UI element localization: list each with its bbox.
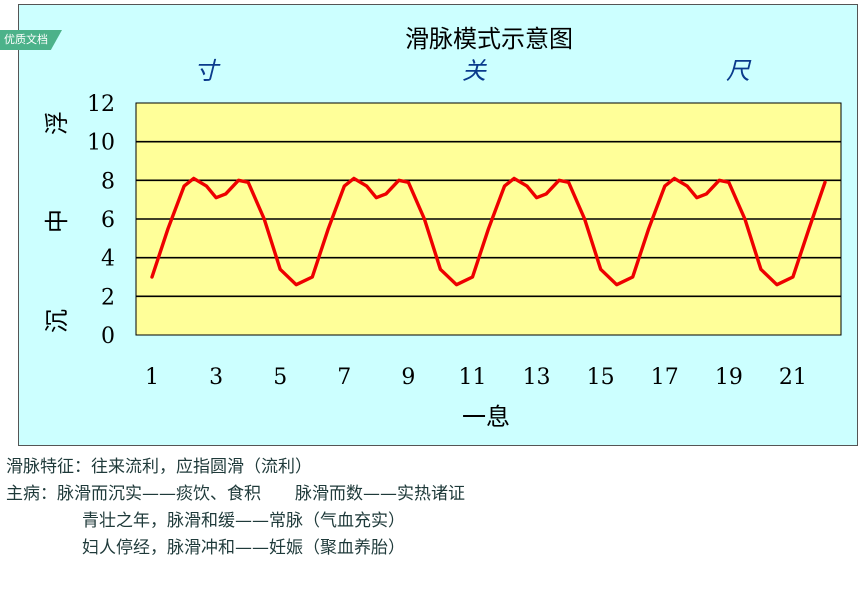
grid-lines [136,140,841,298]
main-disease-line-2: 青壮之年，脉滑和缓——常脉（气血充实） [6,508,846,535]
main-disease-label: 主病： [6,484,57,504]
watermark-tag: 优质文档 [0,30,62,50]
side-label-2: 中 [43,209,71,233]
series-line-1 [150,176,827,287]
feature-label: 滑脉特征： [6,457,91,477]
main-disease-item-4: 妇人停经，脉滑冲和——妊娠（聚血养胎） [82,538,405,558]
main-disease-line-3: 妇人停经，脉滑冲和——妊娠（聚血养胎） [6,535,846,562]
main-disease-line-1: 主病：脉滑而沉实——痰饮、食积 脉滑而数——实热诸证 [6,481,846,508]
y-tick-6: 6 [101,208,115,233]
chart-frame: 滑脉模式示意图 寸关尺 0 2 4 6 8 10 12 浮中沉 1 3 5 7 9 11 13 15 17 1… [18,4,858,446]
main-disease-item-3: 青壮之年，脉滑和缓——常脉（气血充实） [82,511,405,531]
x-tick-13: 13 [523,365,551,390]
y-tick-2: 2 [101,285,115,310]
top-labels: 寸关尺 [194,57,752,85]
notes-panel: 滑脉特征：往来流利，应指圆滑（流利） 主病：脉滑而沉实——痰饮、食积 脉滑而数——… [6,454,846,562]
chart-title: 滑脉模式示意图 [405,25,573,53]
x-tick-1: 1 [145,365,159,390]
y-tick-0: 0 [101,324,115,349]
x-tick-21: 21 [779,365,807,390]
x-tick-11: 11 [458,365,486,390]
main-disease-item-2: 脉滑而数——实热诸证 [295,484,465,504]
main-disease-item-1: 脉滑而沉实——痰饮、食积 [57,484,261,504]
x-axis-label: 一息 [462,403,510,431]
x-tick-5: 5 [273,365,287,390]
x-tick-labels: 1 3 5 7 9 11 13 15 17 19 21 [145,365,807,390]
top-label-3: 尺 [726,57,752,85]
top-label-2: 关 [462,57,487,85]
y-tick-4: 4 [101,247,115,272]
y-tick-8: 8 [101,169,115,194]
x-tick-15: 15 [587,365,615,390]
feature-line: 滑脉特征：往来流利，应指圆滑（流利） [6,454,846,481]
series-group [150,176,827,287]
y-tick-10: 10 [87,131,115,156]
y-tick-12: 12 [87,92,115,117]
side-label-3: 沉 [43,309,71,333]
top-label-1: 寸 [194,57,221,85]
x-tick-17: 17 [651,365,679,390]
side-label-1: 浮 [43,111,71,135]
x-tick-19: 19 [715,365,743,390]
side-labels: 浮中沉 [43,111,71,333]
x-tick-9: 9 [401,365,415,390]
feature-text: 往来流利，应指圆滑（流利） [91,457,312,477]
chart-svg: 滑脉模式示意图 寸关尺 024681012 浮中沉 1 3 5 7 9 11 13 15 17 1… [43,25,842,431]
x-tick-3: 3 [209,365,223,390]
x-tick-7: 7 [337,365,351,390]
y-tick-labels: 0 2 4 6 8 10 12 [87,92,115,349]
